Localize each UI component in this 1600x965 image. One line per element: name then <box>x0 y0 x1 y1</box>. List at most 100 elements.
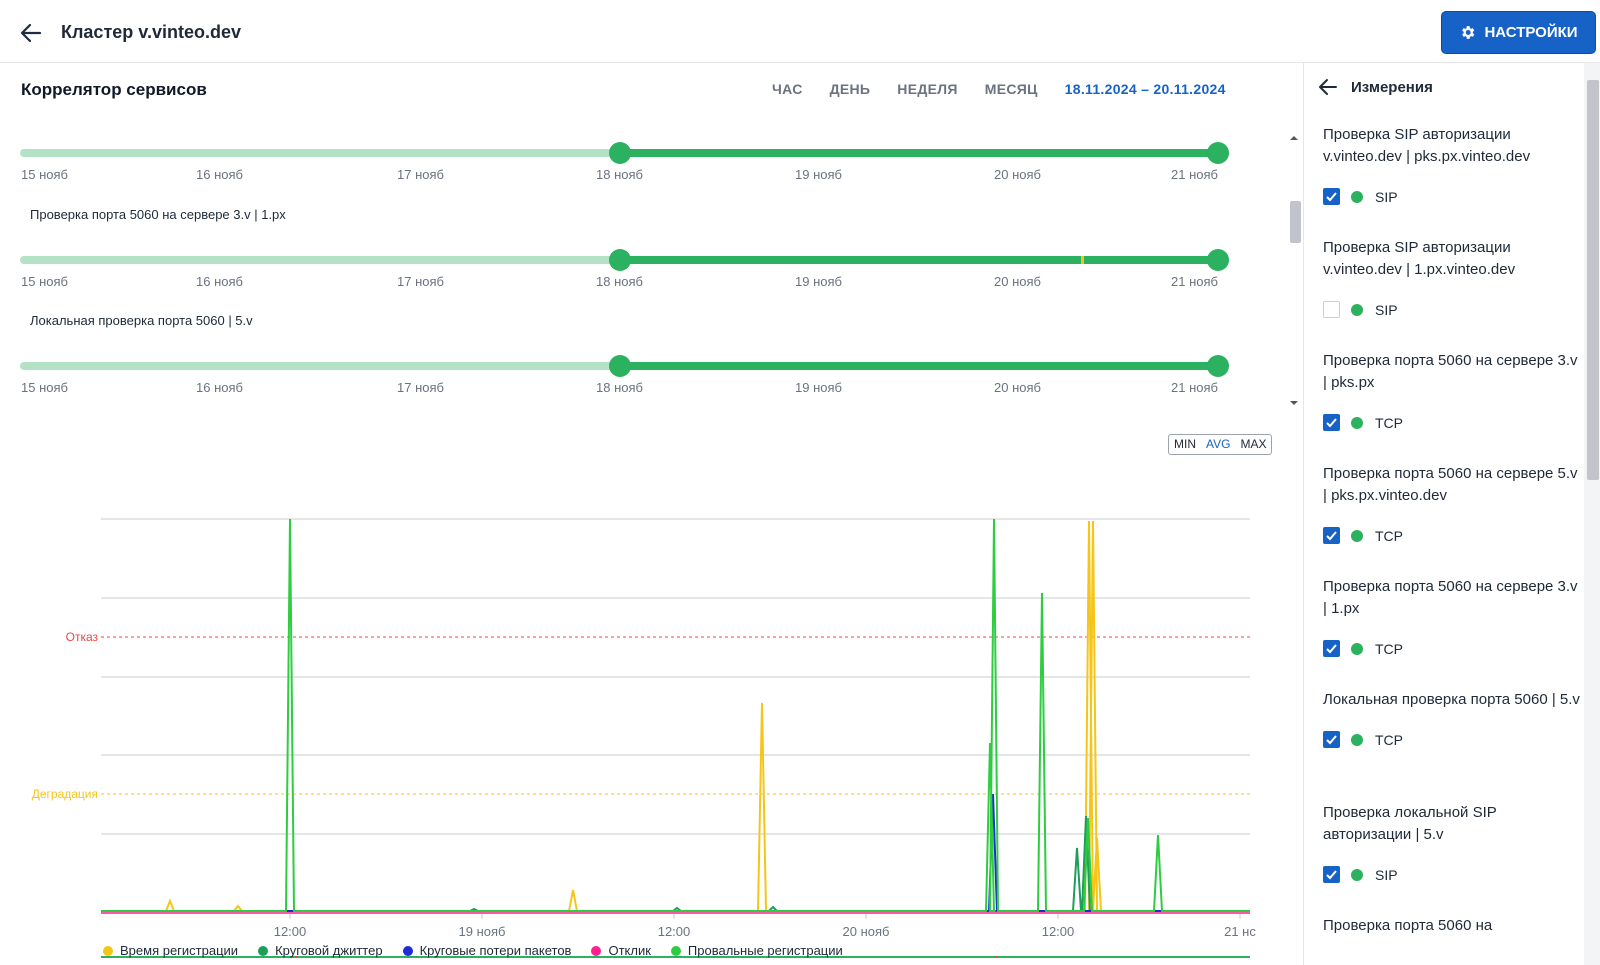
measurement-item: Проверка порта 5060 на сервере 5.v | pks… <box>1323 463 1583 544</box>
legend-dot <box>103 945 113 956</box>
timeline-tick: 17 нояб <box>397 274 444 289</box>
measurements-title: Измерения <box>1351 78 1433 96</box>
x-tick-label: 12:00 <box>274 924 307 939</box>
timeline-degradation-mark <box>1081 256 1084 264</box>
measurement-title: Проверка порта 5060 на сервере 3.v | 1.p… <box>1323 578 1578 617</box>
section-title: Коррелятор сервисов <box>21 80 207 99</box>
status-dot <box>1351 868 1363 881</box>
date-range-picker[interactable]: 18.11.2024 – 20.11.2024 <box>1064 81 1226 97</box>
gear-icon <box>1462 26 1475 39</box>
measurement-checkbox[interactable] <box>1323 527 1340 544</box>
legend-item[interactable]: Провальные регистрации <box>670 943 843 958</box>
timeline-tick: 16 нояб <box>196 274 243 289</box>
checkmark-icon <box>1326 870 1337 880</box>
legend-item[interactable]: Отклик <box>591 943 651 958</box>
app-header: Кластер v.vinteo.dev НАСТРОЙКИ <box>0 0 1600 63</box>
timeline-range-selected[interactable] <box>620 362 1218 370</box>
measurement-checkbox[interactable] <box>1323 640 1340 657</box>
period-month[interactable]: МЕСЯЦ <box>984 81 1038 97</box>
measurement-checkbox[interactable] <box>1323 301 1340 318</box>
measurement-title: Проверка SIP авторизации v.vinteo.dev | … <box>1323 239 1516 278</box>
aggregation-min[interactable]: MIN <box>1174 437 1196 451</box>
measurement-protocol: TCP <box>1375 731 1403 748</box>
period-day[interactable]: ДЕНЬ <box>829 81 871 97</box>
timeline-handle-start[interactable] <box>609 142 631 164</box>
measurement-toggle-row: TCP <box>1323 640 1583 657</box>
measurement-toggle-row: SIP <box>1323 188 1583 205</box>
measurement-toggle-row: SIP <box>1323 866 1583 883</box>
timeline-tick: 21 нояб <box>1171 167 1218 182</box>
measurement-title: Проверка SIP авторизации v.vinteo.dev | … <box>1323 126 1531 165</box>
timeline-handle-end[interactable] <box>1207 355 1229 377</box>
legend-label: Круговой джиттер <box>275 943 383 958</box>
main-panel: Коррелятор сервисов ЧАС ДЕНЬ НЕДЕЛЯ МЕСЯ… <box>0 63 1303 965</box>
status-dot <box>1351 303 1363 316</box>
timeline-handle-start[interactable] <box>609 249 631 271</box>
legend-item[interactable]: Время регистрации <box>103 943 238 958</box>
timeline-range-selected[interactable] <box>620 256 1218 264</box>
timeline-tick: 19 нояб <box>795 380 842 395</box>
aggregation-max[interactable]: MAX <box>1240 437 1267 451</box>
sidebar-scrollbar-thumb[interactable] <box>1587 80 1599 480</box>
timeline-handle-end[interactable] <box>1207 249 1229 271</box>
timeline-tick: 18 нояб <box>596 380 643 395</box>
timeline-tick: 16 нояб <box>196 167 243 182</box>
settings-button[interactable]: НАСТРОЙКИ <box>1441 11 1596 54</box>
measurement-item: Локальная проверка порта 5060 | 5.v TCP <box>1323 689 1583 748</box>
chart-overview-mark <box>995 956 997 958</box>
timeline-range-selected[interactable] <box>620 149 1218 157</box>
timeline-tick: 15 нояб <box>21 380 68 395</box>
period-hour[interactable]: ЧАС <box>772 81 803 97</box>
measurement-checkbox[interactable] <box>1323 414 1340 431</box>
measurement-checkbox[interactable] <box>1323 188 1340 205</box>
timeline-tick: 17 нояб <box>397 380 444 395</box>
timeline-handle-start[interactable] <box>609 355 631 377</box>
period-week[interactable]: НЕДЕЛЯ <box>897 81 958 97</box>
measurement-toggle-row: TCP <box>1323 731 1583 748</box>
timeline-handle-end[interactable] <box>1207 142 1229 164</box>
timeline-tick: 18 нояб <box>596 274 643 289</box>
legend-label: Время регистрации <box>120 943 239 958</box>
status-dot <box>1351 642 1363 655</box>
threshold-label: Деградация <box>32 787 98 801</box>
timeline-list: 15 нояб 16 нояб 17 нояб 18 нояб 19 нояб … <box>0 125 1278 481</box>
x-tick-label: 20 нояб <box>843 924 890 939</box>
timeline-scrollbar-thumb[interactable] <box>1290 201 1301 243</box>
timeline-tick: 21 нояб <box>1171 274 1218 289</box>
legend-label: Круговые потери пакетов <box>419 943 572 958</box>
x-tick-label: 12:00 <box>1042 924 1075 939</box>
measurements-header: Измерения <box>1317 76 1433 98</box>
page-title: Кластер v.vinteo.dev <box>61 22 241 42</box>
timeline-tick: 20 нояб <box>994 380 1041 395</box>
timeline-tick: 15 нояб <box>21 274 68 289</box>
measurement-toggle-row: SIP <box>1323 301 1583 318</box>
status-dot <box>1351 416 1363 429</box>
timeline-tick: 21 нояб <box>1171 380 1218 395</box>
measurement-checkbox[interactable] <box>1323 866 1340 883</box>
scroll-up-icon[interactable] <box>1286 133 1302 143</box>
back-arrow-icon[interactable] <box>1317 76 1339 98</box>
legend-item[interactable]: Круговые потери пакетов <box>402 943 572 958</box>
scroll-down-icon[interactable] <box>1286 398 1302 408</box>
legend-dot <box>402 945 413 956</box>
series-line-failed-registrations <box>101 518 1250 912</box>
measurement-title: Проверка локальной SIP авторизации | 5.v <box>1323 804 1497 843</box>
measurement-checkbox[interactable] <box>1323 731 1340 748</box>
settings-label: НАСТРОЙКИ <box>1484 24 1578 41</box>
measurement-protocol: SIP <box>1375 866 1398 883</box>
measurement-title: Проверка порта 5060 на <box>1323 917 1493 934</box>
threshold-label: Отказ <box>66 630 99 644</box>
back-arrow-icon[interactable] <box>18 20 44 46</box>
measurement-title: Проверка порта 5060 на сервере 3.v | pks… <box>1323 352 1578 391</box>
legend-label: Провальные регистрации <box>687 943 843 958</box>
legend-item[interactable]: Круговой джиттер <box>258 943 383 958</box>
measurement-protocol: SIP <box>1375 188 1398 205</box>
measurement-item: Проверка локальной SIP авторизации | 5.v… <box>1323 802 1583 883</box>
status-dot <box>1351 733 1363 746</box>
aggregation-avg[interactable]: AVG <box>1206 437 1231 451</box>
measurement-item: Проверка порта 5060 на сервере 3.v | pks… <box>1323 350 1583 431</box>
timeline-title: Локальная проверка порта 5060 | 5.v <box>30 313 253 328</box>
measurement-protocol: TCP <box>1375 527 1403 544</box>
chart-overview-bar <box>101 956 1250 958</box>
measurement-title: Локальная проверка порта 5060 | 5.v <box>1323 691 1580 708</box>
